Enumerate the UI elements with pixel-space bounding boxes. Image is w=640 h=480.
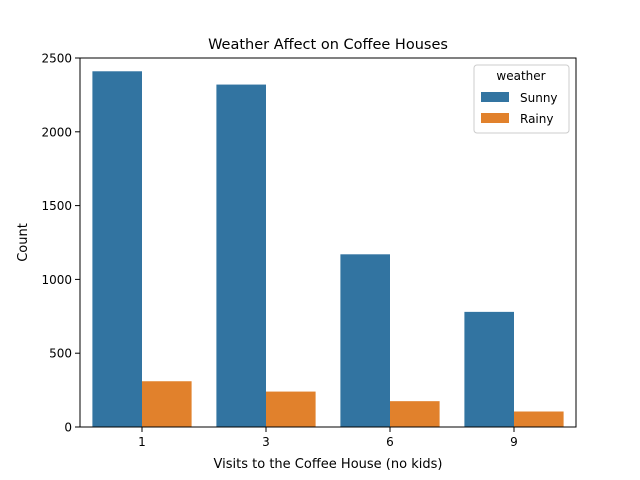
bar-rainy-9 <box>514 411 564 427</box>
x-axis: 1 3 6 9 <box>138 427 518 449</box>
x-tick-label: 3 <box>262 435 270 449</box>
x-axis-label: Visits to the Coffee House (no kids) <box>214 457 443 472</box>
x-tick-label: 9 <box>510 435 518 449</box>
x-tick-label: 6 <box>386 435 394 449</box>
y-tick-label: 2500 <box>41 52 72 66</box>
y-tick-label: 500 <box>49 347 72 361</box>
plot-frame <box>79 57 577 428</box>
bar-rainy-3 <box>266 391 316 427</box>
legend-swatch-sunny <box>481 92 509 102</box>
legend-label-sunny: Sunny <box>520 91 558 105</box>
y-tick-label: 1000 <box>41 273 72 287</box>
bar-sunny-1 <box>92 71 142 427</box>
bar-rainy-6 <box>390 401 440 427</box>
legend: weather Sunny Rainy <box>473 64 570 134</box>
y-axis-label: Count <box>16 223 31 262</box>
y-tick-label: 2000 <box>41 125 72 139</box>
x-tick-label: 1 <box>138 435 146 449</box>
legend-swatch-rainy <box>481 113 509 123</box>
bar-sunny-6 <box>340 254 390 427</box>
y-tick-label: 1500 <box>41 199 72 213</box>
y-axis: 0 500 1000 1500 2000 2500 <box>41 52 80 435</box>
bar-sunny-9 <box>464 311 514 427</box>
bars-group <box>92 71 564 428</box>
chart-title: Weather Affect on Coffee Houses <box>208 37 448 53</box>
y-tick-label: 0 <box>64 421 72 435</box>
legend-label-rainy: Rainy <box>520 112 553 126</box>
bar-sunny-3 <box>216 84 266 428</box>
bar-rainy-1 <box>142 381 192 427</box>
legend-title: weather <box>496 69 545 83</box>
